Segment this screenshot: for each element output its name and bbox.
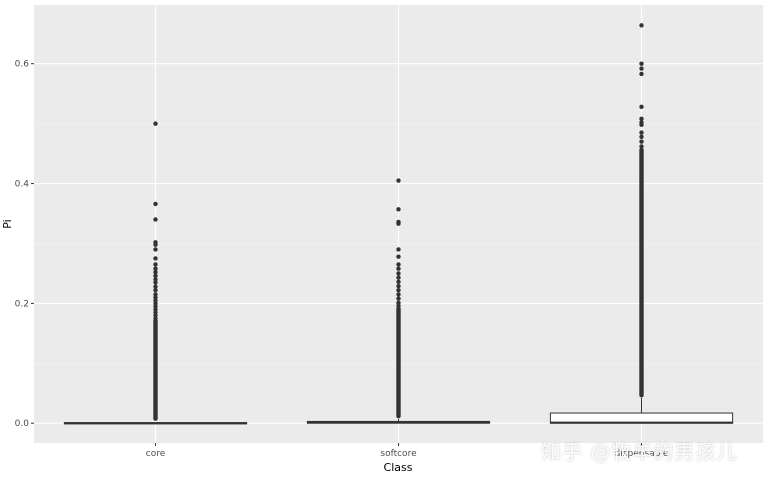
outlier-point xyxy=(153,270,158,275)
box-group-softcore xyxy=(306,178,491,424)
y-axis-title: Pi xyxy=(1,219,14,228)
axis-layer: 0.0 0.2 0.4 0.6 core softcore dispensable xyxy=(15,60,669,459)
outlier-point xyxy=(153,217,158,222)
outlier-point xyxy=(396,288,401,293)
outlier-band xyxy=(153,318,158,421)
outlier-point xyxy=(153,284,158,289)
outlier-point xyxy=(153,280,158,285)
y-tick-label: 0.0 xyxy=(15,419,30,429)
outlier-point xyxy=(639,61,644,66)
outlier-point xyxy=(639,104,644,110)
outlier-point xyxy=(153,201,158,207)
outlier-point xyxy=(396,262,401,267)
outlier-point xyxy=(639,71,644,77)
box-group-dispensable xyxy=(549,23,734,424)
outlier-band xyxy=(396,306,401,419)
outlier-point xyxy=(396,221,401,226)
box-layer xyxy=(63,23,734,425)
outlier-point xyxy=(396,283,401,289)
x-tick-label: core xyxy=(146,449,166,459)
outlier-point xyxy=(639,144,644,149)
outlier-band xyxy=(639,147,644,398)
outlier-point xyxy=(639,139,644,144)
outlier-point xyxy=(639,130,644,135)
outlier-point xyxy=(639,23,644,28)
outlier-point xyxy=(639,134,644,140)
outlier-point xyxy=(396,279,401,285)
box-group-core xyxy=(63,121,248,425)
outlier-point xyxy=(396,296,401,301)
outlier-point xyxy=(153,273,158,279)
outlier-point xyxy=(396,247,401,252)
outlier-point xyxy=(153,266,158,271)
x-tick-label: softcore xyxy=(380,449,417,459)
outlier-point xyxy=(396,292,401,297)
watermark: 知乎 @牧羊的男孩儿 xyxy=(541,440,738,464)
outlier-point xyxy=(396,275,401,280)
outlier-point xyxy=(396,207,401,212)
x-tick-label: dispensable xyxy=(615,449,669,459)
outlier-point xyxy=(153,121,158,126)
outlier-point xyxy=(153,256,158,261)
y-tick-label: 0.6 xyxy=(15,60,30,70)
outlier-point xyxy=(396,266,401,271)
outlier-point xyxy=(153,242,158,247)
x-axis-title: Class xyxy=(384,461,413,474)
outlier-point xyxy=(153,288,158,293)
outlier-point xyxy=(396,254,401,259)
outlier-point xyxy=(396,178,401,183)
outlier-point xyxy=(639,116,644,122)
y-tick-label: 0.2 xyxy=(15,299,29,309)
outlier-point xyxy=(396,271,401,276)
outlier-point xyxy=(153,316,158,321)
outlier-point xyxy=(639,66,644,71)
y-tick-label: 0.4 xyxy=(15,180,30,190)
outlier-point xyxy=(153,247,158,252)
outlier-point xyxy=(396,303,401,308)
outlier-point xyxy=(639,122,644,128)
outlier-point xyxy=(153,262,158,267)
